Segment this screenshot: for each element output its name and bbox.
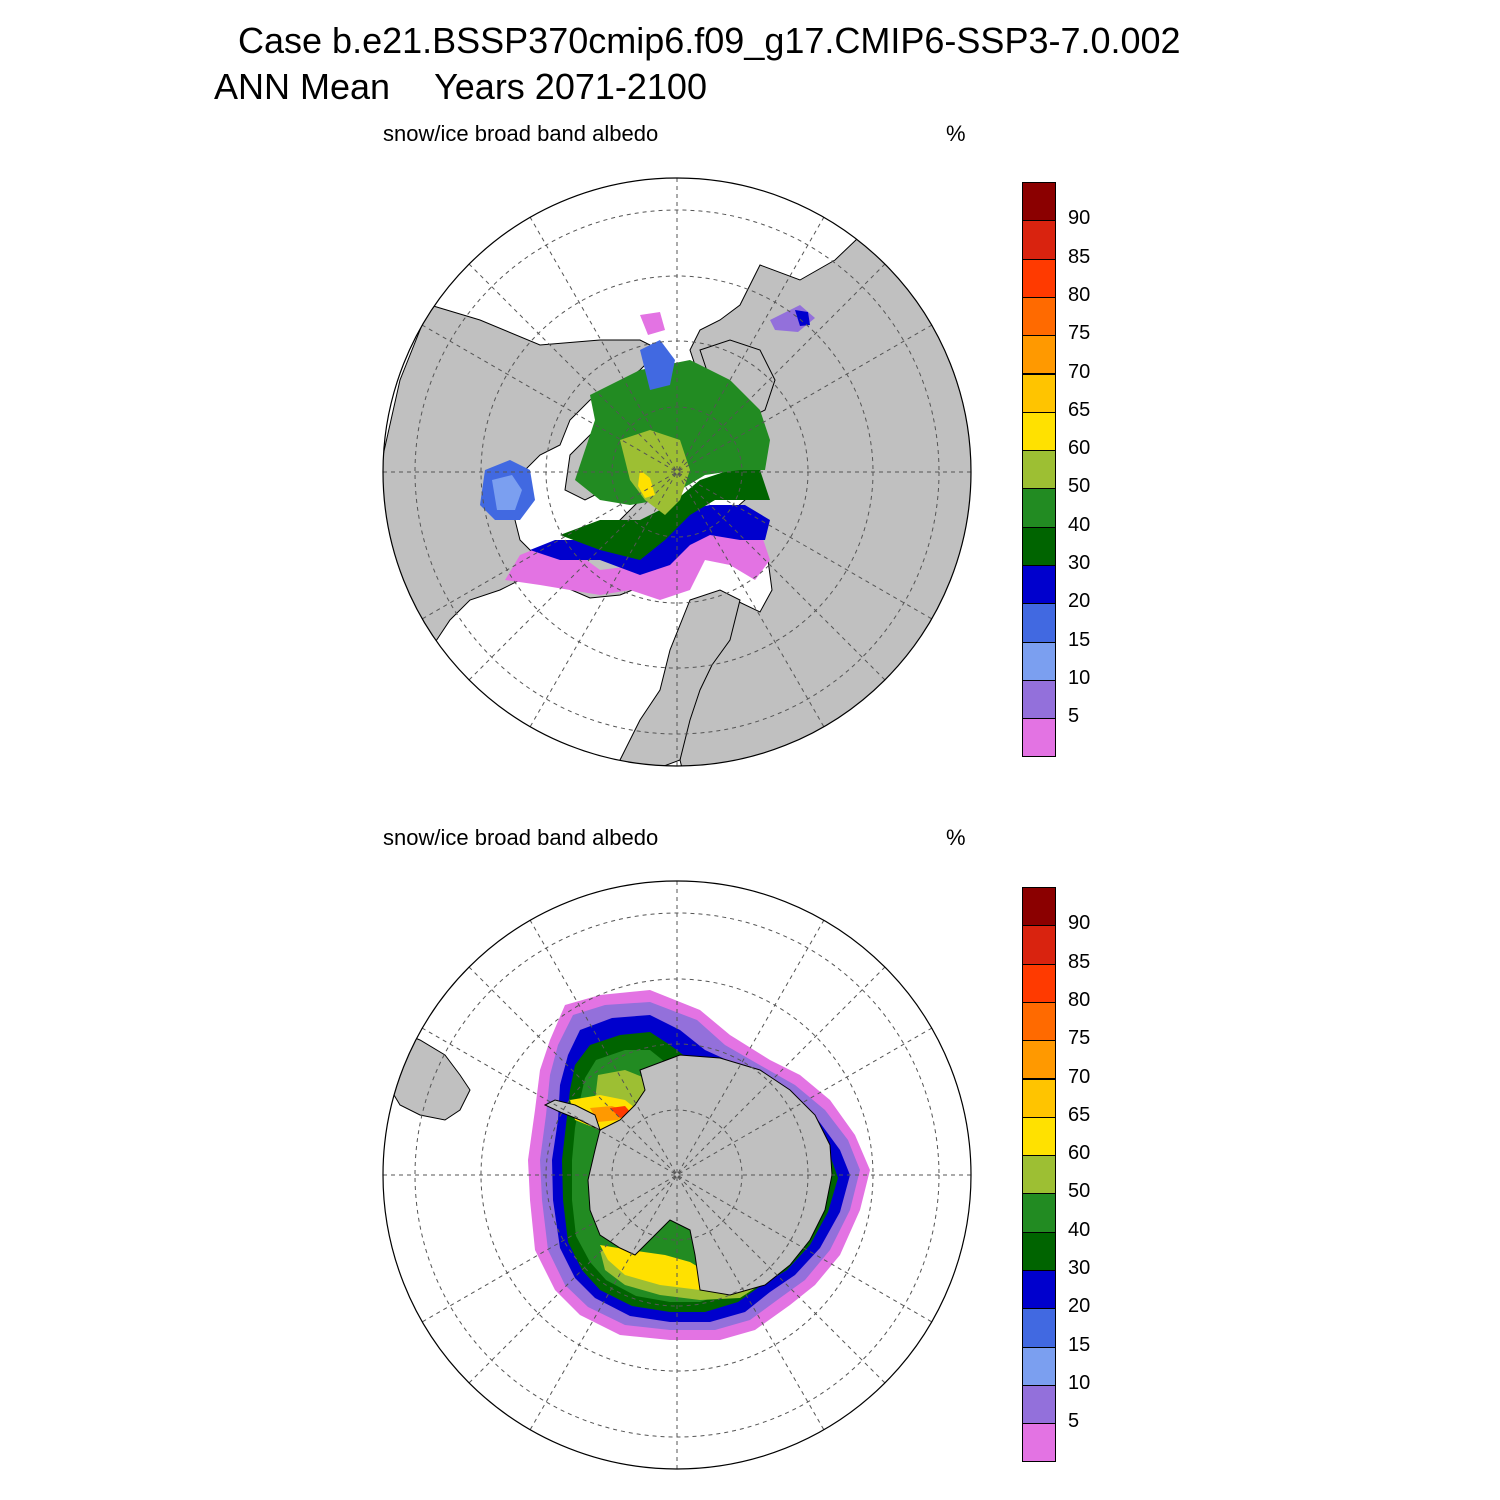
north-ice-okhotsk-blue xyxy=(795,310,810,326)
colorbar-box xyxy=(1022,1116,1056,1157)
colorbar-label: 75 xyxy=(1068,322,1091,345)
colorbar-box xyxy=(1022,925,1056,965)
north-graticule xyxy=(383,178,971,766)
colorbar-label: 65 xyxy=(1068,398,1091,421)
colorbar-label: 30 xyxy=(1068,552,1091,574)
colorbar-label: 65 xyxy=(1068,1103,1091,1126)
colorbar-box xyxy=(1022,526,1056,566)
south-map-border xyxy=(382,880,972,1470)
colorbar-label: 10 xyxy=(1068,1371,1091,1394)
north-land-europe xyxy=(619,589,741,766)
colorbar-label: 85 xyxy=(1068,245,1091,268)
colorbar-box xyxy=(1022,641,1056,681)
colorbar-box xyxy=(1022,335,1056,375)
colorbar-label: 5 xyxy=(1068,1410,1080,1433)
colorbar-box xyxy=(1022,1423,1056,1463)
colorbar-label: 15 xyxy=(1068,1333,1091,1356)
south-land-peninsula xyxy=(543,1099,601,1131)
south-units-label: % xyxy=(946,825,966,850)
north-polar-map xyxy=(382,177,972,767)
colorbar-box xyxy=(1022,1308,1056,1348)
colorbar-label: 60 xyxy=(1068,1142,1091,1165)
colorbar-box xyxy=(1022,1001,1056,1042)
colorbar-box xyxy=(1022,1384,1056,1425)
colorbar-label: 70 xyxy=(1068,1065,1091,1088)
colorbar-label: 70 xyxy=(1068,360,1091,383)
south-variable-label: snow/ice broad band albedo xyxy=(383,825,659,850)
colorbar-box xyxy=(1022,887,1056,927)
years-label: Years 2071-2100 xyxy=(434,66,707,107)
colorbar-box xyxy=(1022,258,1056,298)
north-ice-chukchi xyxy=(640,340,675,390)
colorbar-box xyxy=(1022,963,1056,1003)
north-ice-green xyxy=(575,360,770,505)
colorbar-box xyxy=(1022,220,1056,260)
north-units-label: % xyxy=(946,121,966,146)
colorbar-label: 40 xyxy=(1068,513,1091,536)
colorbar-label: 60 xyxy=(1068,437,1091,460)
colorbar-box xyxy=(1022,1040,1056,1080)
north-variable-label: snow/ice broad band albedo xyxy=(383,121,659,146)
colorbar-label: 90 xyxy=(1068,912,1091,935)
colorbar-box xyxy=(1022,1231,1056,1271)
north-ice-hudson-light xyxy=(492,475,522,510)
south-graticule xyxy=(383,881,971,1469)
north-map-border xyxy=(382,177,972,767)
colorbar-box xyxy=(1022,718,1056,758)
colorbar-box xyxy=(1022,565,1056,605)
colorbar-label: 90 xyxy=(1068,207,1091,230)
colorbar-box xyxy=(1022,488,1056,528)
colorbar-box xyxy=(1022,411,1056,452)
south-land-antarctica xyxy=(587,1054,833,1296)
colorbar-box xyxy=(1022,679,1056,720)
colorbar-label: 75 xyxy=(1068,1027,1091,1050)
case-title: Case b.e21.BSSP370cmip6.f09_g17.CMIP6-SS… xyxy=(238,20,1181,61)
colorbar-box xyxy=(1022,603,1056,643)
colorbar-box xyxy=(1022,1193,1056,1233)
colorbar-label: 40 xyxy=(1068,1218,1091,1241)
colorbar-label: 50 xyxy=(1068,1180,1091,1203)
colorbar-label: 80 xyxy=(1068,988,1091,1011)
colorbar-box xyxy=(1022,296,1056,337)
colorbar-box xyxy=(1022,1270,1056,1310)
colorbar-box xyxy=(1022,182,1056,222)
colorbar-label: 20 xyxy=(1068,590,1091,613)
colorbar-label: 5 xyxy=(1068,705,1080,728)
colorbar-label: 10 xyxy=(1068,666,1091,689)
colorbar-label: 15 xyxy=(1068,628,1091,651)
north-ice-yellow xyxy=(638,470,655,498)
season-label: ANN Mean xyxy=(214,66,391,107)
north-ice-bering xyxy=(640,312,665,335)
south-ice-ross-yellow xyxy=(600,1245,720,1290)
period-title: ANN Mean Years 2071-2100 xyxy=(214,66,707,108)
colorbar-label: 80 xyxy=(1068,283,1091,306)
colorbar-box xyxy=(1022,373,1056,413)
colorbar-label: 85 xyxy=(1068,950,1091,973)
colorbar-box xyxy=(1022,1155,1056,1195)
south-polar-map xyxy=(382,880,972,1470)
colorbar-box xyxy=(1022,1078,1056,1118)
colorbar-label: 30 xyxy=(1068,1257,1091,1279)
colorbar-label: 50 xyxy=(1068,475,1091,498)
colorbar-box xyxy=(1022,450,1056,490)
colorbar-label: 20 xyxy=(1068,1295,1091,1318)
colorbar-box xyxy=(1022,1346,1056,1386)
